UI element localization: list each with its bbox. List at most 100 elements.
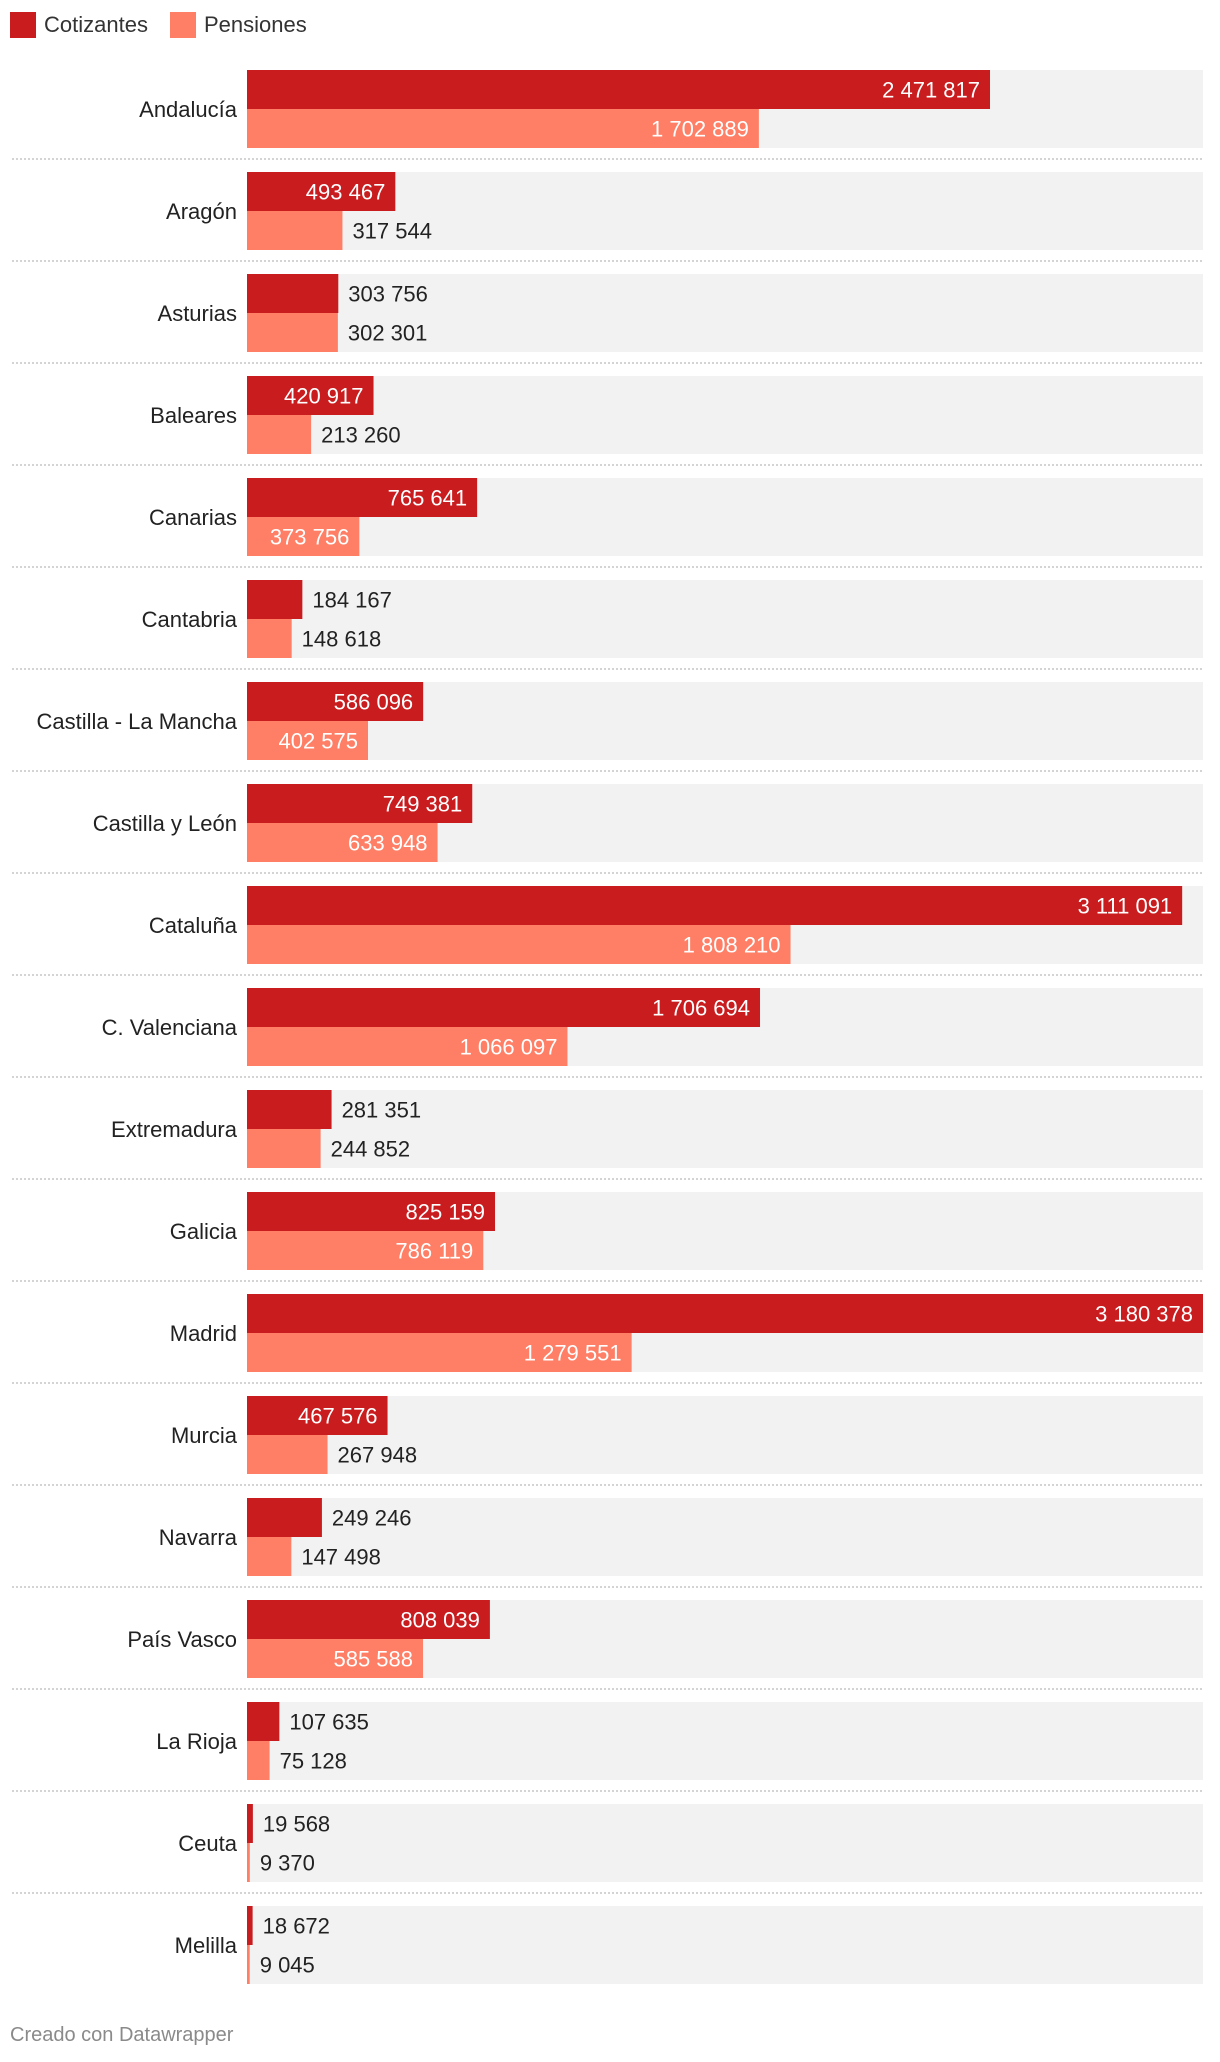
bar-pensiones-murcia [247,1435,328,1474]
bar-cotizantes-castilla-y-leon [247,784,473,823]
category-label-pais-vasco: País Vasco [127,1627,237,1652]
category-label-madrid: Madrid [170,1321,237,1346]
value-label-pensiones-castilla-y-leon: 633 948 [348,831,428,856]
legend-label-pensiones: Pensiones [203,12,307,37]
legend-label-cotizantes: Cotizantes [44,12,148,37]
category-label-asturias: Asturias [158,301,237,326]
value-label-cotizantes-andalucia: 2 471 817 [882,78,980,103]
row-background-ceuta [247,1804,1203,1882]
value-label-cotizantes-castilla-y-leon: 749 381 [383,792,463,817]
value-label-cotizantes-la-rioja: 107 635 [289,1710,369,1735]
bar-chart: Andalucía 2 471 817 1 702 889 Aragón 493 467… [12,70,1203,1984]
bar-pensiones-baleares [247,415,312,454]
bar-pensiones-cantabria [247,619,292,658]
category-label-castilla-la-mancha: Castilla - La Mancha [36,709,237,734]
bar-cotizantes-asturias [247,274,339,313]
category-label-navarra: Navarra [159,1525,238,1550]
bar-pensiones-melilla [247,1945,250,1984]
bar-cotizantes-pais-vasco [247,1600,490,1639]
bar-pensiones-ceuta [247,1843,250,1882]
value-label-cotizantes-melilla: 18 672 [263,1914,330,1939]
bar-cotizantes-aragon [247,172,396,211]
value-label-pensiones-pais-vasco: 585 588 [333,1647,413,1672]
row-background-extremadura [247,1090,1203,1168]
value-label-cotizantes-asturias: 303 756 [348,282,428,307]
category-label-la-rioja: La Rioja [156,1729,237,1754]
value-label-pensiones-baleares: 213 260 [321,423,401,448]
category-label-cataluna: Cataluña [149,913,238,938]
bar-cotizantes-galicia [247,1192,496,1231]
value-label-pensiones-extremadura: 244 852 [331,1137,411,1162]
category-label-c-valenciana: C. Valenciana [102,1015,238,1040]
bar-cotizantes-extremadura [247,1090,332,1129]
value-label-cotizantes-c-valenciana: 1 706 694 [652,996,750,1021]
value-label-cotizantes-baleares: 420 917 [284,384,364,409]
value-label-pensiones-cantabria: 148 618 [302,627,382,652]
category-label-baleares: Baleares [150,403,237,428]
legend-item-cotizantes: Cotizantes [10,12,148,38]
bar-pensiones-andalucia [247,109,759,148]
bar-pensiones-aragon [247,211,343,250]
value-label-pensiones-asturias: 302 301 [348,321,428,346]
row-background-navarra [247,1498,1203,1576]
bar-cotizantes-murcia [247,1396,388,1435]
bar-pensiones-castilla-la-mancha [247,721,369,760]
bar-cotizantes-melilla [247,1906,253,1945]
bar-pensiones-la-rioja [247,1741,270,1780]
value-label-cotizantes-extremadura: 281 351 [342,1098,422,1123]
bar-pensiones-canarias [247,517,360,556]
value-label-pensiones-ceuta: 9 370 [260,1851,315,1876]
row-background-la-rioja [247,1702,1203,1780]
bar-cotizantes-cantabria [247,580,303,619]
value-label-pensiones-navarra: 147 498 [301,1545,381,1570]
value-label-cotizantes-navarra: 249 246 [332,1506,412,1531]
category-label-andalucia: Andalucía [139,97,238,122]
legend-swatch-pensiones [169,12,196,38]
category-label-murcia: Murcia [171,1423,238,1448]
category-label-aragon: Aragón [166,199,237,224]
bar-pensiones-c-valenciana [247,1027,568,1066]
category-label-ceuta: Ceuta [178,1831,237,1856]
row-background-baleares [247,376,1203,454]
bar-cotizantes-cataluna [247,886,1183,925]
bar-cotizantes-navarra [247,1498,322,1537]
value-label-cotizantes-pais-vasco: 808 039 [400,1608,480,1633]
row-background-asturias [247,274,1203,352]
value-label-pensiones-aragon: 317 544 [352,219,432,244]
bar-pensiones-asturias [247,313,338,352]
value-label-pensiones-la-rioja: 75 128 [280,1749,347,1774]
bar-cotizantes-ceuta [247,1804,253,1843]
bar-cotizantes-la-rioja [247,1702,280,1741]
value-label-pensiones-andalucia: 1 702 889 [651,117,749,142]
bar-pensiones-cataluna [247,925,791,964]
bar-cotizantes-baleares [247,376,374,415]
value-label-cotizantes-canarias: 765 641 [388,486,468,511]
legend-swatch-cotizantes [10,12,36,38]
bar-pensiones-navarra [247,1537,292,1576]
bar-pensiones-pais-vasco [247,1639,424,1678]
value-label-pensiones-galicia: 786 119 [395,1239,473,1264]
bar-pensiones-extremadura [247,1129,321,1168]
bar-cotizantes-andalucia [247,70,991,109]
bar-pensiones-galicia [247,1231,484,1270]
legend-item-pensiones: Pensiones [169,12,307,38]
row-background-melilla [247,1906,1203,1984]
value-label-pensiones-cataluna: 1 808 210 [683,933,781,958]
category-label-castilla-y-leon: Castilla y León [93,811,237,836]
value-label-pensiones-castilla-la-mancha: 402 575 [278,729,358,754]
value-label-cotizantes-cantabria: 184 167 [312,588,392,613]
bar-cotizantes-c-valenciana [247,988,761,1027]
value-label-cotizantes-aragon: 493 467 [306,180,386,205]
value-label-cotizantes-murcia: 467 576 [298,1404,378,1429]
value-label-cotizantes-madrid: 3 180 378 [1095,1302,1193,1327]
value-label-cotizantes-ceuta: 19 568 [263,1812,330,1837]
row-background-murcia [247,1396,1203,1474]
value-label-pensiones-c-valenciana: 1 066 097 [460,1035,558,1060]
value-label-pensiones-madrid: 1 279 551 [524,1341,622,1366]
value-label-cotizantes-cataluna: 3 111 091 [1078,894,1173,919]
category-label-canarias: Canarias [149,505,237,530]
bar-pensiones-madrid [247,1333,632,1372]
legend: Cotizantes Pensiones [10,12,329,38]
row-background-cantabria [247,580,1203,658]
value-label-pensiones-murcia: 267 948 [338,1443,418,1468]
